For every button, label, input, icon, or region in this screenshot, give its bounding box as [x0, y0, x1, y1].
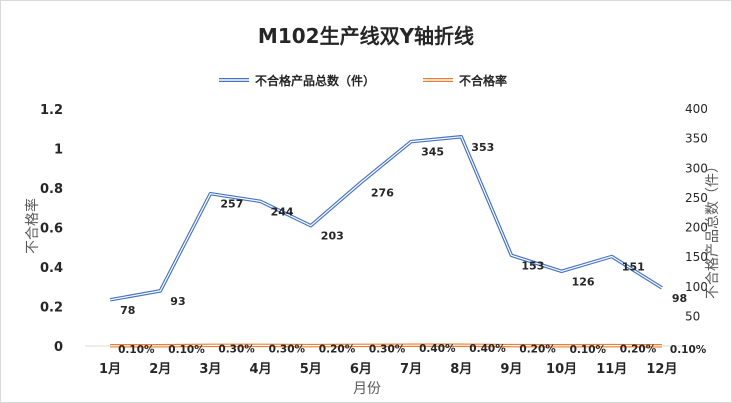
x-tick-label: 1月 — [99, 362, 121, 377]
legend-item-defect-count: 不合格产品总数（件） — [219, 73, 375, 88]
right-tick-label: 300 — [685, 161, 708, 175]
series-line-inner — [109, 136, 663, 301]
count-data-label: 257 — [220, 198, 243, 211]
rate-data-label: 0.30% — [218, 343, 255, 355]
x-tick-label: 12月 — [646, 362, 677, 377]
right-axis-title: 不合格产品总数（件） — [705, 159, 721, 299]
count-data-label: 153 — [521, 259, 544, 272]
left-tick-label: 0.8 — [40, 182, 63, 197]
left-tick-label: 0.6 — [40, 222, 63, 237]
x-tick-label: 11月 — [596, 362, 627, 377]
rate-data-label: 0.40% — [419, 343, 456, 355]
rate-data-label: 0.10% — [570, 344, 607, 356]
count-data-label: 126 — [572, 275, 595, 288]
right-tick-label: 400 — [685, 102, 708, 116]
right-tick-label: 200 — [685, 221, 708, 235]
x-tick-label: 3月 — [199, 362, 221, 377]
legend: 不合格产品总数（件） 不合格率 — [219, 73, 507, 88]
rate-data-label: 0.10% — [168, 344, 205, 356]
x-tick-label: 8月 — [450, 362, 472, 377]
left-tick-label: 0.2 — [40, 301, 63, 316]
count-data-label: 353 — [471, 141, 494, 154]
rate-data-label: 0.40% — [469, 343, 506, 355]
data-label-layer: 78 93 257 244 203 276 345 353 153 126 151 98 0.10% 0.… — [118, 141, 707, 356]
count-data-label: 93 — [170, 295, 185, 308]
right-tick-label: 100 — [685, 280, 708, 294]
count-data-label: 276 — [371, 187, 394, 200]
count-data-label: 78 — [120, 304, 135, 317]
left-tick-label: 0 — [54, 340, 63, 355]
rate-data-label: 0.30% — [369, 343, 406, 355]
count-data-label: 151 — [622, 261, 645, 274]
right-tick-label: 150 — [685, 250, 708, 264]
right-tick-label: 250 — [685, 191, 708, 205]
series-line-inner — [110, 344, 662, 347]
x-axis-title: 月份 — [353, 381, 381, 397]
rate-data-label: 0.20% — [519, 344, 556, 356]
count-data-label: 203 — [321, 230, 344, 243]
count-data-label: 345 — [421, 146, 444, 159]
x-axis-ticks: 1月 2月 3月 4月 5月 6月 7月 8月 9月 10月 11月 12月 — [99, 362, 677, 377]
right-axis-ticks: 50 100 150 200 250 300 350 400 — [685, 102, 708, 323]
left-axis-title: 不合格率 — [24, 198, 41, 254]
x-tick-label: 5月 — [300, 362, 322, 377]
chart-title: M102生产线双Y轴折线 — [258, 24, 474, 48]
x-tick-label: 2月 — [149, 362, 171, 377]
right-tick-label: 50 — [685, 309, 700, 323]
x-tick-label: 6月 — [350, 362, 372, 377]
rate-data-label: 0.10% — [118, 344, 155, 356]
legend-item-defect-rate: 不合格率 — [423, 73, 507, 88]
x-tick-label: 4月 — [250, 362, 272, 377]
count-data-label: 98 — [672, 292, 687, 305]
legend-label-defect-rate: 不合格率 — [459, 73, 507, 88]
count-data-label: 244 — [271, 205, 294, 218]
rate-data-label: 0.30% — [269, 343, 306, 355]
x-tick-label: 9月 — [500, 362, 522, 377]
rate-data-label: 0.20% — [319, 344, 356, 356]
series-layer — [109, 135, 663, 348]
rate-data-label: 0.10% — [670, 344, 707, 356]
legend-label-defect-count: 不合格产品总数（件） — [255, 73, 375, 88]
x-tick-label: 10月 — [546, 362, 577, 377]
left-tick-label: 1.2 — [40, 103, 63, 118]
rate-data-label: 0.20% — [620, 344, 657, 356]
left-tick-label: 1 — [54, 143, 63, 158]
x-tick-label: 7月 — [400, 362, 422, 377]
right-tick-label: 350 — [685, 132, 708, 146]
left-axis-ticks: 0 0.2 0.4 0.6 0.8 1 1.2 — [40, 103, 63, 355]
left-tick-label: 0.4 — [40, 261, 63, 276]
